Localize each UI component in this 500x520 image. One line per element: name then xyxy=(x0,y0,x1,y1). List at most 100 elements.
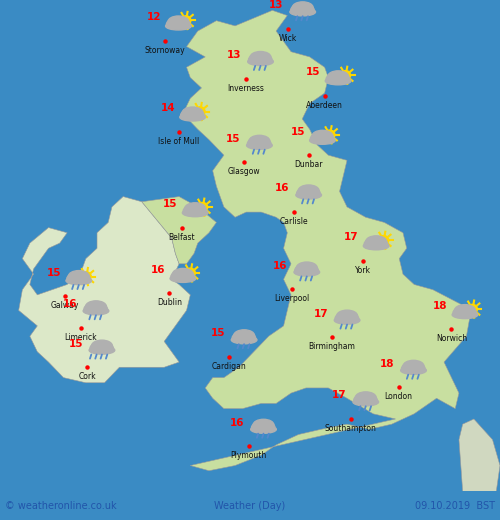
Text: Carlisle: Carlisle xyxy=(280,217,308,226)
Text: 15: 15 xyxy=(290,126,305,137)
Ellipse shape xyxy=(365,396,377,405)
Text: Inverness: Inverness xyxy=(227,84,264,93)
Text: 16: 16 xyxy=(275,184,289,193)
Ellipse shape xyxy=(180,113,206,121)
Ellipse shape xyxy=(67,274,80,283)
Circle shape xyxy=(186,268,196,278)
Ellipse shape xyxy=(248,58,274,66)
Text: Southampton: Southampton xyxy=(325,424,376,433)
Text: 15: 15 xyxy=(163,199,178,209)
Text: 13: 13 xyxy=(227,50,242,60)
Text: Stornoway: Stornoway xyxy=(144,46,185,55)
Circle shape xyxy=(325,130,335,139)
Ellipse shape xyxy=(68,270,89,282)
Text: © weatheronline.co.uk: © weatheronline.co.uk xyxy=(5,501,116,511)
Ellipse shape xyxy=(166,20,179,29)
Polygon shape xyxy=(183,10,470,471)
Ellipse shape xyxy=(295,266,308,275)
Ellipse shape xyxy=(335,314,348,323)
Ellipse shape xyxy=(172,268,194,280)
Text: Galway: Galway xyxy=(51,301,80,310)
Ellipse shape xyxy=(178,20,190,29)
Text: 13: 13 xyxy=(269,1,283,10)
Polygon shape xyxy=(459,419,500,491)
Ellipse shape xyxy=(326,77,351,85)
Ellipse shape xyxy=(180,111,194,120)
Ellipse shape xyxy=(454,305,475,316)
Text: 15: 15 xyxy=(226,134,240,144)
Ellipse shape xyxy=(453,308,466,318)
Ellipse shape xyxy=(296,189,310,198)
Circle shape xyxy=(341,71,350,80)
Ellipse shape xyxy=(171,272,184,281)
Text: 09.10.2019  BST: 09.10.2019 BST xyxy=(415,501,495,511)
Ellipse shape xyxy=(452,311,478,319)
Ellipse shape xyxy=(170,275,196,282)
Text: Norwich: Norwich xyxy=(436,334,467,343)
Text: York: York xyxy=(354,266,370,275)
Text: 16: 16 xyxy=(62,300,77,309)
Ellipse shape xyxy=(234,330,254,341)
Ellipse shape xyxy=(250,425,276,433)
Circle shape xyxy=(468,304,477,314)
Text: 16: 16 xyxy=(274,261,288,270)
Ellipse shape xyxy=(366,236,386,248)
Text: 18: 18 xyxy=(380,359,394,369)
Ellipse shape xyxy=(182,272,194,281)
Ellipse shape xyxy=(412,364,425,373)
Ellipse shape xyxy=(322,134,334,143)
Circle shape xyxy=(181,16,191,25)
Text: 18: 18 xyxy=(433,301,448,311)
Ellipse shape xyxy=(308,189,320,198)
Circle shape xyxy=(379,236,388,245)
Ellipse shape xyxy=(166,22,191,30)
Text: Weather (Day): Weather (Day) xyxy=(214,501,286,511)
Ellipse shape xyxy=(249,135,270,147)
Ellipse shape xyxy=(258,139,271,148)
Polygon shape xyxy=(142,197,216,264)
Ellipse shape xyxy=(232,333,245,343)
Text: 17: 17 xyxy=(314,309,328,319)
Ellipse shape xyxy=(182,209,208,217)
Ellipse shape xyxy=(356,392,376,404)
Ellipse shape xyxy=(296,191,322,199)
Text: 17: 17 xyxy=(344,232,358,242)
Ellipse shape xyxy=(338,74,349,84)
Ellipse shape xyxy=(334,316,360,324)
Ellipse shape xyxy=(92,340,112,352)
Text: Dublin: Dublin xyxy=(157,298,182,307)
Ellipse shape xyxy=(290,8,316,16)
Text: Birmingham: Birmingham xyxy=(308,342,356,351)
Ellipse shape xyxy=(168,16,189,28)
Ellipse shape xyxy=(294,268,320,276)
Ellipse shape xyxy=(262,423,275,432)
Ellipse shape xyxy=(250,51,271,63)
Text: Wick: Wick xyxy=(278,34,297,43)
Text: Liverpool: Liverpool xyxy=(274,294,310,303)
Polygon shape xyxy=(18,197,190,383)
Ellipse shape xyxy=(252,423,265,432)
Text: Aberdeen: Aberdeen xyxy=(306,100,343,110)
Text: Cork: Cork xyxy=(78,372,96,381)
Ellipse shape xyxy=(326,74,340,84)
Ellipse shape xyxy=(184,203,206,214)
Circle shape xyxy=(196,107,205,116)
Ellipse shape xyxy=(95,305,108,314)
Text: Belfast: Belfast xyxy=(168,232,195,241)
Ellipse shape xyxy=(83,307,109,315)
Ellipse shape xyxy=(90,344,104,353)
Ellipse shape xyxy=(84,304,98,314)
Ellipse shape xyxy=(464,308,476,317)
Ellipse shape xyxy=(310,136,336,145)
Ellipse shape xyxy=(86,301,106,313)
Ellipse shape xyxy=(353,398,378,406)
Ellipse shape xyxy=(182,107,203,119)
Ellipse shape xyxy=(292,2,313,14)
Ellipse shape xyxy=(89,346,115,354)
Text: 14: 14 xyxy=(160,103,175,113)
Text: Glasgow: Glasgow xyxy=(228,167,260,176)
Ellipse shape xyxy=(243,333,256,343)
Ellipse shape xyxy=(364,239,378,249)
Text: 15: 15 xyxy=(68,339,83,349)
Ellipse shape xyxy=(66,277,92,284)
